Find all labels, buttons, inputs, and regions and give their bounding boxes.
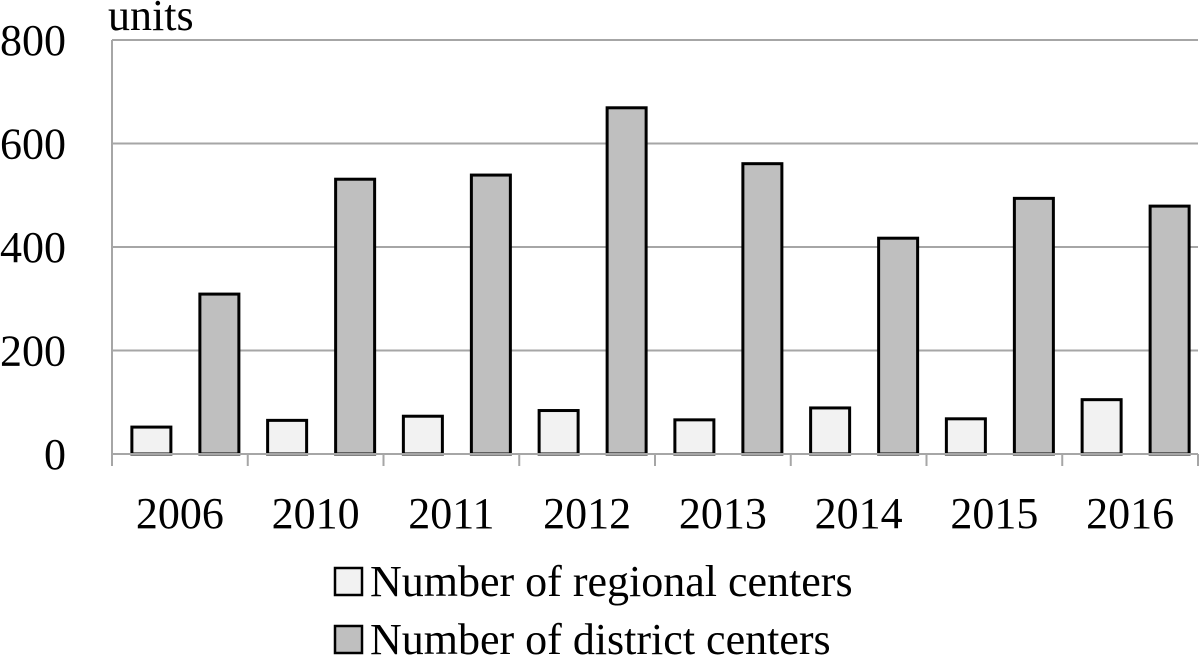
bar-district-centers (605, 106, 648, 456)
bar-regional-centers (809, 406, 852, 456)
bar-regional-centers (944, 417, 987, 456)
x-tick-label: 2015 (950, 489, 1038, 538)
legend-label-regional: Number of regional centers (370, 557, 853, 606)
x-tick-label: 2016 (1086, 489, 1174, 538)
bar-regional-centers (266, 418, 309, 456)
bar-district-centers (877, 236, 920, 456)
y-tick-label: 800 (0, 16, 66, 65)
bar-district-centers (198, 292, 241, 456)
bar-district-centers (469, 173, 512, 456)
bar-regional-centers (130, 425, 173, 456)
x-tick-label: 2011 (408, 489, 494, 538)
bar-regional-centers (537, 409, 580, 456)
x-tick-label: 2013 (679, 489, 767, 538)
legend-swatch-district (333, 624, 364, 655)
y-tick-label: 600 (0, 120, 66, 169)
bar-district-centers (741, 162, 784, 456)
x-tick-label: 2010 (272, 489, 360, 538)
bar-regional-centers (1080, 398, 1123, 456)
bars (130, 106, 1191, 456)
bar-district-centers (1148, 204, 1191, 456)
x-tick-label: 2006 (136, 489, 224, 538)
legend: Number of regional centers Number of dist… (333, 557, 853, 664)
x-tick-label: 2014 (815, 489, 903, 538)
y-axis-label: units (108, 0, 194, 40)
y-tick-label: 200 (0, 327, 66, 376)
axes: 0 200 400 600 800 2006 2010 2011 2012 2013 2014 201… (0, 16, 1199, 538)
bar-regional-centers (401, 414, 444, 456)
legend-label-district: Number of district centers (370, 615, 831, 664)
y-tick-label: 0 (44, 430, 66, 479)
bar-regional-centers (673, 418, 716, 456)
bar-district-centers (334, 177, 377, 456)
y-tick-label: 400 (0, 223, 66, 272)
bar-district-centers (1012, 196, 1055, 456)
x-tick-label: 2012 (543, 489, 631, 538)
legend-swatch-regional (333, 566, 364, 597)
